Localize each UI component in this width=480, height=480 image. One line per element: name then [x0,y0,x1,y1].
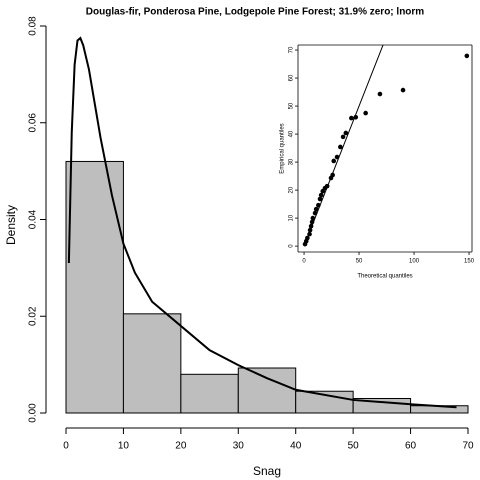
x-tick-label: 0 [63,441,69,452]
x-axis-label: Snag [253,464,281,478]
x-tick-label: 20 [175,441,187,452]
x-tick-label: 50 [348,441,360,452]
quantile-point [310,215,316,221]
inset-y-tick-label: 0 [289,244,295,248]
quantile-point [334,154,340,160]
inset-y-tick-label: 20 [289,186,295,193]
inset-panel [288,45,472,255]
y-tick-label: 0.04 [28,209,39,229]
quantile-point [324,183,330,189]
x-tick-label: 40 [290,441,302,452]
chart-title: Douglas-fir, Ponderosa Pine, Lodgepole P… [86,7,425,18]
histogram-bar [65,160,124,414]
inset-x-tick-label: 150 [464,259,475,265]
inset-y-tick-label: 60 [289,74,295,81]
quantile-point [331,158,337,164]
quantile-point [363,110,368,116]
quantile-point [400,87,406,93]
inset-y-axis-label: Empirical quantiles [280,123,286,173]
quantile-point [464,53,470,59]
y-tick-label: 0.02 [28,306,39,326]
quantile-point [317,196,323,202]
inset-x-tick-label: 100 [409,259,420,265]
quantile-point [307,227,313,233]
quantile-point [309,219,315,225]
x-tick-label: 60 [405,441,417,452]
quantile-point [340,134,346,140]
quantile-point [307,231,312,237]
quantile-point [308,223,314,229]
quantile-point [377,91,383,97]
quantile-point [330,172,335,178]
x-tick-label: 70 [462,441,474,452]
quantile-point [305,235,310,241]
inset-y-tick-label: 10 [289,214,295,221]
y-tick-label: 0.00 [28,403,39,423]
quantile-point [338,144,343,150]
inset-y-tick-label: 50 [289,102,295,109]
x-tick-label: 30 [233,441,245,452]
histogram-bar [237,367,297,414]
y-tick-label: 0.06 [28,113,39,133]
quantile-point [312,210,318,216]
quantile-point [318,192,324,198]
inset-x-tick-label: 0 [302,259,306,265]
inset-y-tick-label: 70 [289,46,295,53]
inset-x-tick-label: 50 [356,259,363,265]
histogram-bar [180,373,239,414]
quantile-point [313,206,319,212]
quantile-point [349,115,354,121]
histogram-bar [122,313,182,414]
quantile-point [343,130,349,136]
x-tick-label: 10 [118,441,130,452]
quantile-point [316,202,321,208]
inset-y-tick-label: 30 [289,158,295,165]
inset-y-tick-label: 40 [289,130,295,137]
quantile-point [353,114,359,120]
inset-x-axis-label: Theoretical quantiles [357,274,412,280]
y-axis-label: Density [4,205,18,245]
y-tick-label: 0.08 [28,16,39,36]
density-curve [67,36,457,409]
